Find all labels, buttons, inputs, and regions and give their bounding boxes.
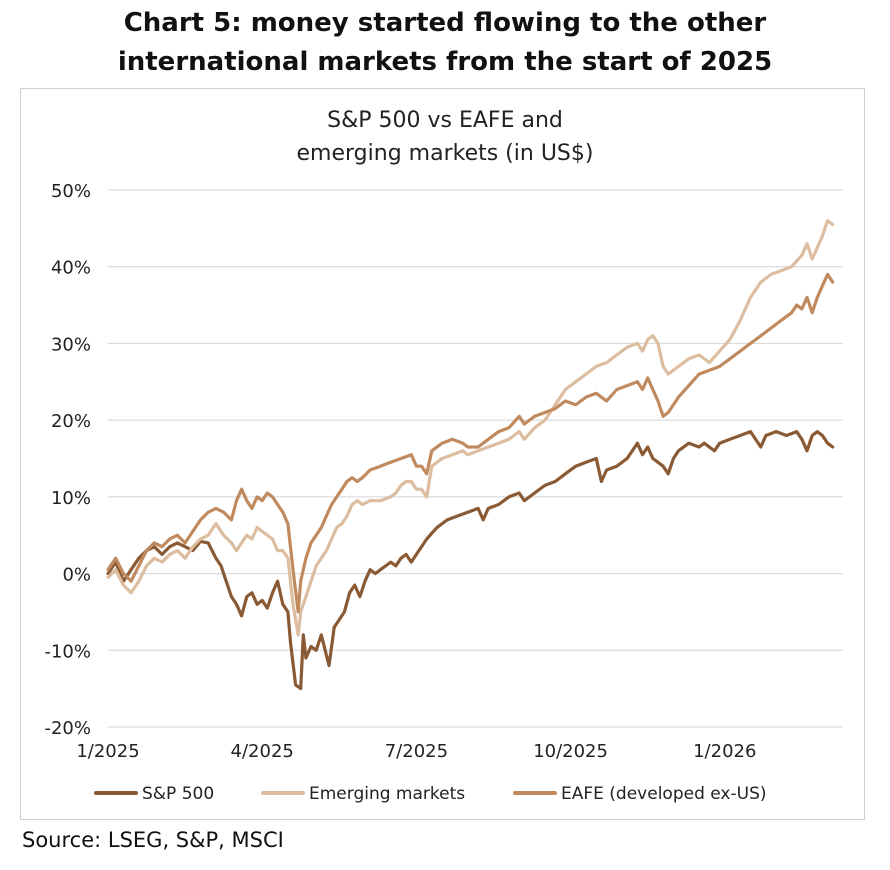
source-note: Source: LSEG, S&P, MSCI <box>22 828 284 852</box>
x-tick-label: 1/2026 <box>693 741 756 762</box>
series-line-s-p-500 <box>106 430 835 691</box>
chart-frame <box>20 88 865 820</box>
y-tick-label: -10% <box>44 641 91 662</box>
x-tick-label: 7/2025 <box>385 741 448 762</box>
gridlines <box>108 189 843 728</box>
y-tick-label: 40% <box>51 258 91 279</box>
legend-label-emerging-markets: Emerging markets <box>309 784 465 804</box>
y-tick-label: -20% <box>44 718 91 739</box>
chart-heading-line-2: international markets from the start of … <box>117 47 773 77</box>
y-tick-label: 0% <box>62 565 91 586</box>
chart-heading-line-1: Chart 5: money started flowing to the ot… <box>123 8 767 38</box>
x-tick-label: 4/2025 <box>231 741 294 762</box>
series-lines <box>106 219 835 691</box>
chart-heading: Chart 5: money started flowing to the ot… <box>0 4 890 82</box>
y-tick-label: 10% <box>51 488 91 509</box>
x-axis-tick-labels: 1/2025 4/2025 7/2025 10/2025 1/2026 <box>76 741 756 762</box>
chart-title: S&P 500 vs EAFE and emerging markets (in … <box>297 108 594 166</box>
chart-title-line-2: emerging markets (in US$) <box>297 141 594 166</box>
legend-label-eafe-developed-ex-us: EAFE (developed ex-US) <box>561 784 767 804</box>
x-tick-label: 1/2025 <box>76 741 139 762</box>
series-line-eafe-developed-ex-us <box>106 272 835 614</box>
y-axis-tick-labels: -20% -10% 0% 10% 20% 30% 40% 50% <box>44 181 91 739</box>
series-line-emerging-markets <box>106 219 835 637</box>
legend-label-s-p-500: S&P 500 <box>142 784 214 804</box>
y-tick-label: 20% <box>51 411 91 432</box>
chart-title-line-1: S&P 500 vs EAFE and <box>327 108 563 133</box>
x-tick-label: 10/2025 <box>533 741 608 762</box>
y-tick-label: 30% <box>51 334 91 355</box>
legend: S&P 500 Emerging markets EAFE (developed e… <box>94 784 767 804</box>
y-tick-label: 50% <box>51 181 91 202</box>
